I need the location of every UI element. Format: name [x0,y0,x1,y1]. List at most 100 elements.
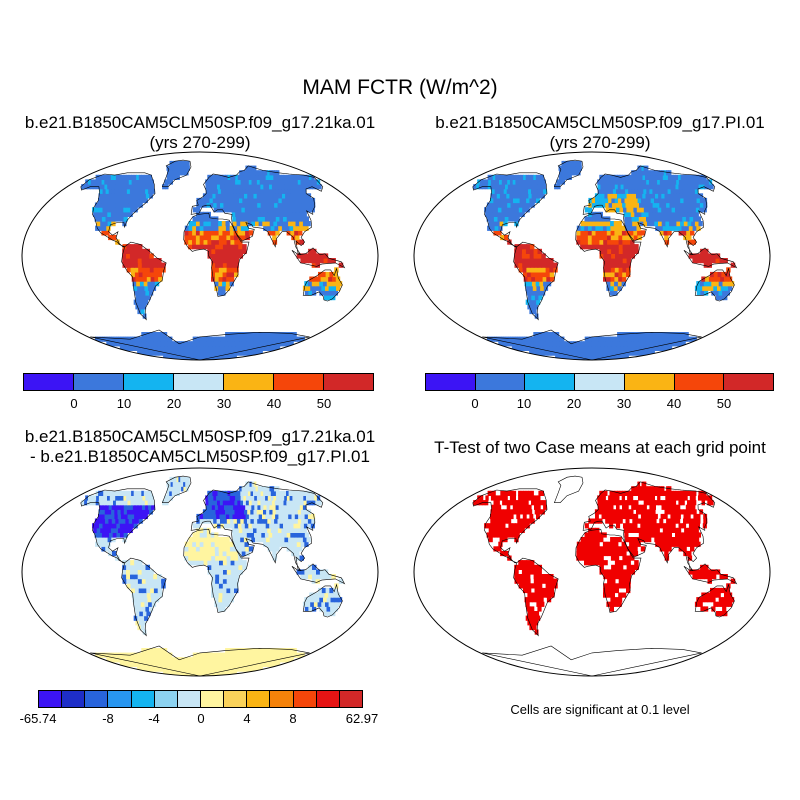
tick-label: 40 [266,396,282,411]
colorbar-swatch [724,374,774,390]
tick-label: 8 [289,711,297,726]
figure-title: MAM FCTR (W/m^2) [302,76,498,99]
coastlines [472,159,738,360]
coastlines [80,475,346,676]
tick-label: 62.97 [345,711,379,726]
coastline-samerica [513,557,559,637]
coastline-greenland [553,475,584,503]
tick-label: 4 [243,711,251,726]
panel-title-line2: (yrs 270-299) [549,133,651,152]
tick-label: 20 [166,396,182,411]
colorbar-swatch [293,691,317,707]
coastline-antarctica [482,645,702,676]
tick-label: -8 [102,711,114,726]
coastline-australia [694,267,735,302]
coastline-antarctica [90,329,310,360]
tick-label: 30 [216,396,232,411]
colorbar-swatch [200,691,225,707]
map-21ka [21,151,379,361]
coastline-africa [183,212,250,297]
colorbar-swatch [274,374,324,390]
colorbar-swatch [131,691,155,707]
coastline-namerica [472,172,548,248]
panel-title-bottom-left: b.e21.B1850CAM5CLM50SP.f09_g17.21ka.01 -… [0,427,400,467]
colorbar-swatch [324,374,373,390]
map-pi [413,151,771,361]
colorbar-swatch [624,374,675,390]
map-frame [413,151,771,361]
grid-cells [473,160,736,360]
colorbar-swatch [339,691,362,707]
coastline-greenland [553,159,584,187]
colorbar-swatch [426,374,476,390]
coastline-africa [575,212,642,297]
coastline-antarctica [90,645,310,676]
colorbar-swatch [316,691,340,707]
panel-title-top-left: b.e21.B1850CAM5CLM50SP.f09_g17.21ka.01 (… [0,113,400,153]
coastline-antarctica [482,329,702,360]
coastline-eurasia [582,165,716,256]
tick-label: 0 [70,396,78,411]
colorbar-swatch [154,691,178,707]
coastline-greenland [161,159,192,187]
tick-label: 0 [197,711,205,726]
grid-cells [81,160,344,360]
tick-label: 40 [666,396,682,411]
colorbar-absolute-right [425,373,774,391]
tick-label: 50 [316,396,332,411]
coastline-samerica [121,241,167,321]
colorbar-swatch [270,691,294,707]
significance-note: Cells are significant at 0.1 level [510,702,690,717]
tick-label: -65.74 [19,711,57,726]
coastline-eurasia [190,165,324,256]
tick-label: 20 [566,396,582,411]
colorbar-swatch [74,374,124,390]
coastline-namerica [80,172,156,248]
colorbar-swatch [62,691,86,707]
tick-label: 0 [471,396,479,411]
coastline-africa [575,528,642,613]
panel-title-line1: b.e21.B1850CAM5CLM50SP.f09_g17.21ka.01 [24,113,376,132]
coastline-greenland [161,475,192,503]
colorbar-absolute-left [23,373,374,391]
coastline-indonesia [683,563,738,585]
coastline-australia [694,583,735,618]
map-difference [21,467,379,677]
coastline-indonesia [291,563,346,585]
colorbar-swatch [124,374,174,390]
colorbar-swatch [224,374,274,390]
panel-title-bottom-right: T-Test of two Case means at each grid po… [400,438,800,458]
panel-title-line2: (yrs 270-299) [149,133,251,152]
tick-label: 10 [516,396,532,411]
map-frame [413,467,771,677]
coastline-indonesia [291,247,346,269]
colorbar-swatch [575,374,625,390]
colorbar-swatch [85,691,109,707]
grid-cells [81,476,344,676]
coastline-eurasia [190,481,324,572]
colorbar-swatch [174,374,224,390]
panel-title-line1: T-Test of two Case means at each grid po… [434,438,766,457]
colorbar-swatch [674,374,725,390]
panel-title-line1: b.e21.B1850CAM5CLM50SP.f09_g17.PI.01 [435,113,765,132]
coastline-australia [302,583,343,618]
coastline-indonesia [683,247,738,269]
coastline-samerica [513,241,559,321]
coastline-samerica [121,557,167,637]
panel-title-line1: b.e21.B1850CAM5CLM50SP.f09_g17.21ka.01 [24,427,376,446]
coastline-australia [302,267,343,302]
tick-label: 30 [616,396,632,411]
coastline-namerica [80,488,156,564]
map-frame [21,151,379,361]
colorbar-swatch [475,374,526,390]
colorbar-swatch [108,691,132,707]
colorbar-swatch [247,691,271,707]
tick-label: 50 [716,396,732,411]
tick-label: 10 [116,396,132,411]
colorbar-swatch [24,374,74,390]
colorbar-difference [38,690,363,708]
coastline-africa [183,528,250,613]
colorbar-swatch [525,374,576,390]
colorbar-swatch [39,691,63,707]
coastlines [80,159,346,360]
